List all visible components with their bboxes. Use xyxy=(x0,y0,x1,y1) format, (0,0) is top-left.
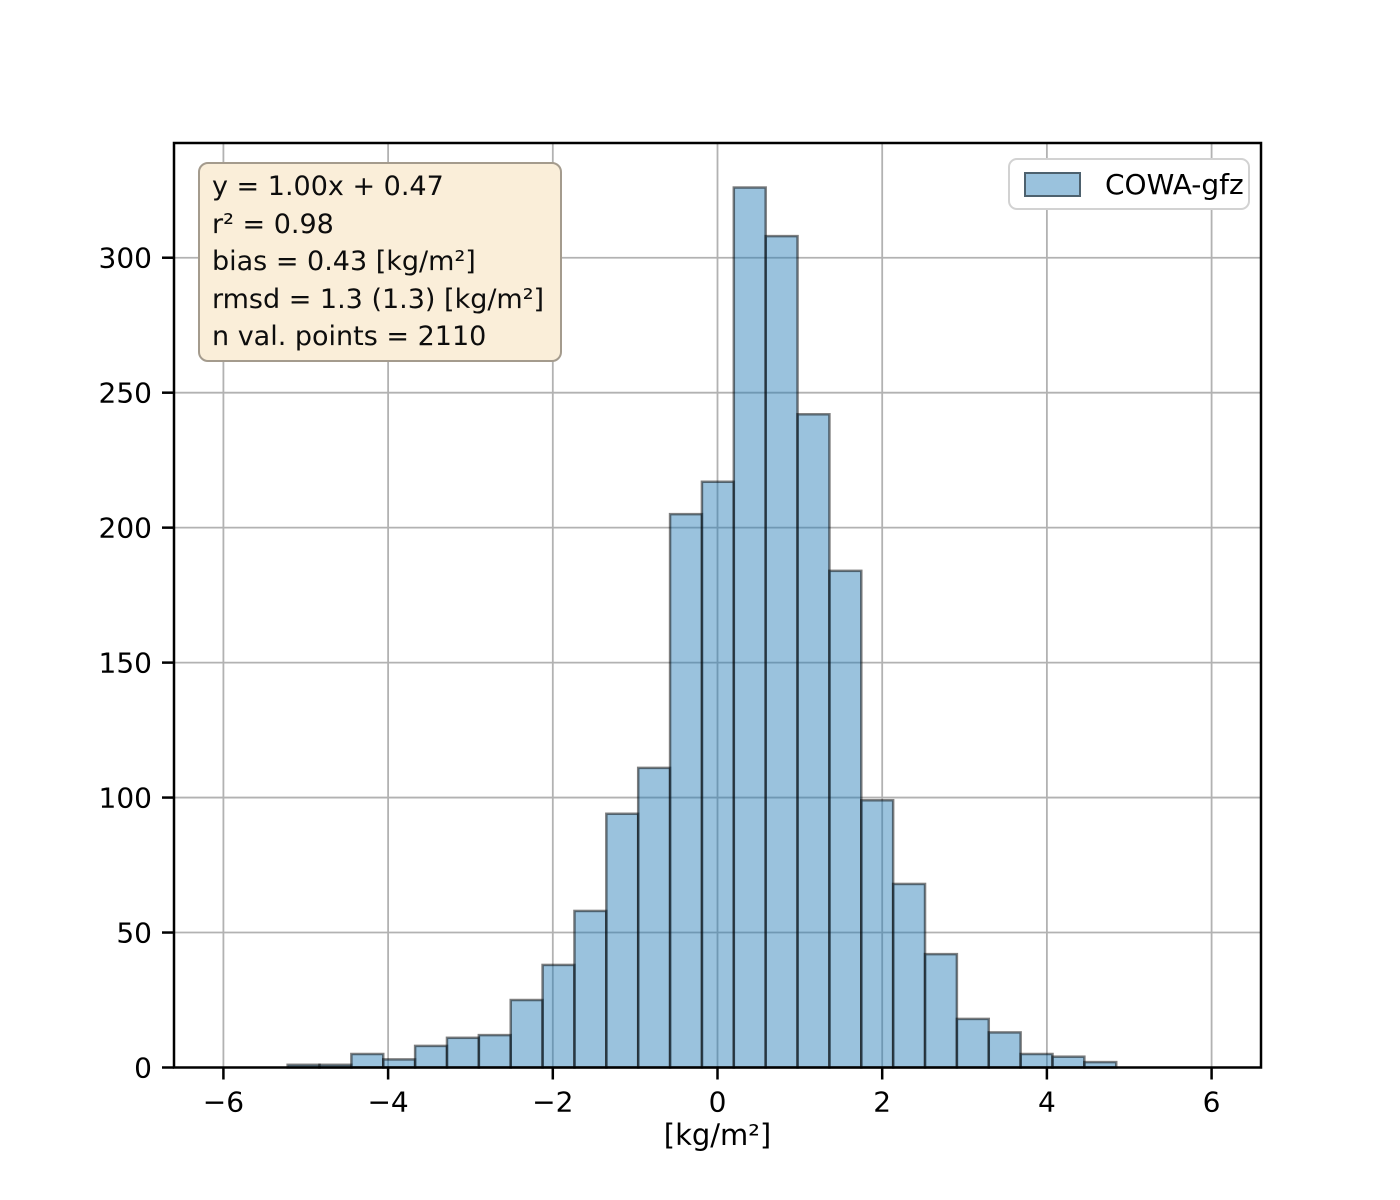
histogram-bar xyxy=(923,952,959,1069)
histogram-bar xyxy=(700,480,736,1069)
histogram-bar xyxy=(860,799,895,1069)
x-tick-label: −6 xyxy=(203,1086,244,1119)
histogram-bar xyxy=(477,1033,512,1069)
x-tick-label: 4 xyxy=(1038,1086,1056,1119)
stats-line-bias: bias = 0.43 [kg/m²] xyxy=(212,246,476,277)
histogram-bar xyxy=(413,1044,449,1069)
stats-line-rmsd: rmsd = 1.3 (1.3) [kg/m²] xyxy=(212,283,545,315)
histogram-bar xyxy=(605,812,640,1069)
histogram-bar xyxy=(573,909,608,1069)
y-tick-label: 100 xyxy=(99,782,152,815)
x-tick-label: 0 xyxy=(709,1086,727,1119)
stats-line-n-points: n val. points = 2110 xyxy=(212,321,487,352)
legend-swatch-cowa-gfz xyxy=(1024,171,1081,197)
y-tick-label: 150 xyxy=(99,647,152,680)
histogram-bar xyxy=(828,569,863,1069)
x-tick-label: 2 xyxy=(873,1086,891,1119)
histogram-bar xyxy=(796,413,831,1069)
stats-annotation-box: y = 1.00x + 0.47 r² = 0.98 bias = 0.43 [… xyxy=(198,162,562,362)
y-tick-label: 0 xyxy=(134,1052,152,1085)
stats-line-r2: r² = 0.98 xyxy=(212,208,334,240)
histogram-bar xyxy=(955,1017,991,1069)
histogram-bar xyxy=(541,963,576,1069)
legend: COWA-gfz xyxy=(1008,158,1250,210)
x-axis-label: [kg/m²] xyxy=(663,1118,772,1152)
histogram-bar xyxy=(1019,1052,1054,1069)
y-tick-label: 50 xyxy=(116,917,152,950)
legend-label-cowa-gfz: COWA-gfz xyxy=(1105,167,1244,201)
histogram-bar xyxy=(732,186,767,1069)
stats-line-equation: y = 1.00x + 0.47 xyxy=(212,171,444,202)
histogram-bar xyxy=(445,1036,481,1069)
y-tick-label: 300 xyxy=(99,242,152,275)
histogram-bar xyxy=(987,1031,1022,1069)
histogram-bar xyxy=(891,882,927,1069)
x-tick-label: 6 xyxy=(1203,1086,1221,1119)
histogram-bar xyxy=(668,512,704,1069)
histogram-bar xyxy=(350,1052,385,1069)
histogram-bar xyxy=(764,234,799,1069)
x-tick-label: −4 xyxy=(367,1086,408,1119)
x-tick-label: −2 xyxy=(532,1086,573,1119)
histogram-bar xyxy=(509,998,544,1069)
y-tick-label: 250 xyxy=(99,377,152,410)
y-tick-label: 200 xyxy=(99,512,152,545)
histogram-bar xyxy=(636,766,672,1069)
histogram-bar xyxy=(1051,1055,1086,1069)
